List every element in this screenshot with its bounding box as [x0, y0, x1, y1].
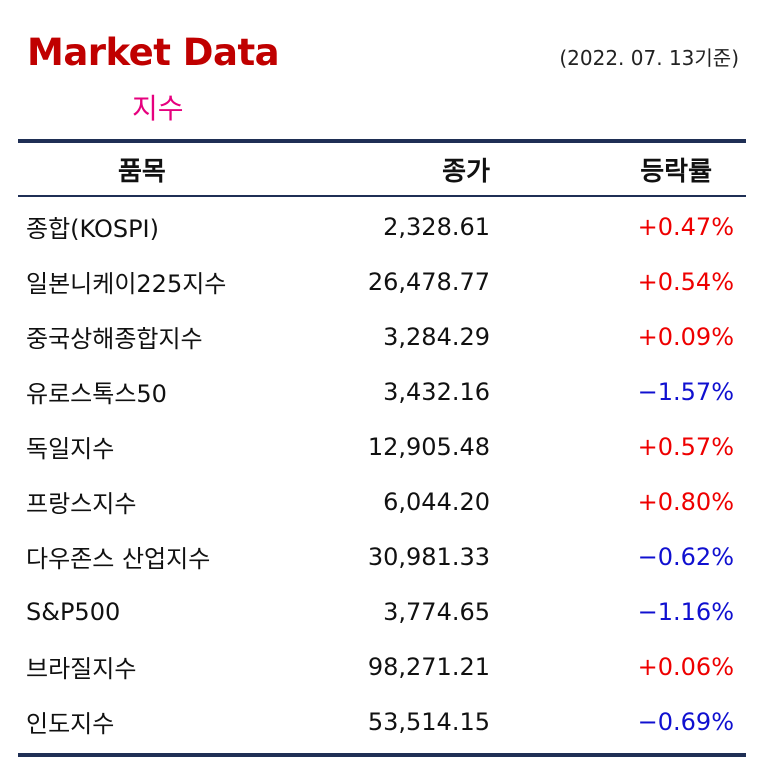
page-title: Market Data	[27, 31, 280, 74]
row-close: 26,478.77	[367, 267, 490, 296]
row-change: +0.09%	[637, 322, 734, 351]
column-header-item: 품목	[118, 156, 166, 187]
row-close: 98,271.21	[367, 652, 490, 681]
row-name: 인도지수	[26, 710, 115, 738]
table-row: 유로스톡스50 3,432.16 −1.57%	[18, 364, 746, 419]
row-name: 유로스톡스50	[26, 380, 167, 408]
row-change: −1.57%	[637, 377, 734, 406]
reference-date: (2022. 07. 13기준)	[559, 46, 739, 70]
row-name: 브라질지수	[26, 655, 137, 683]
row-close: 2,328.61	[383, 212, 490, 241]
market-data-table: 품목 종가 등락률 종합(KOSPI) 2,328.61 +0.47% 일본니케…	[18, 139, 746, 757]
row-close: 3,774.65	[383, 597, 490, 626]
row-change: −0.69%	[637, 707, 734, 736]
row-close: 6,044.20	[383, 487, 490, 516]
row-name: 프랑스지수	[26, 490, 137, 518]
row-name: 중국상해종합지수	[26, 325, 203, 353]
row-name: 다우존스 산업지수	[26, 545, 211, 573]
row-change: +0.80%	[637, 487, 734, 516]
row-change: +0.47%	[637, 212, 734, 241]
column-header-close: 종가	[442, 156, 490, 187]
row-close: 3,284.29	[383, 322, 490, 351]
row-name: 일본니케이225지수	[26, 270, 227, 298]
table-body: 종합(KOSPI) 2,328.61 +0.47% 일본니케이225지수 26,…	[18, 197, 746, 753]
section-subtitle: 지수	[132, 92, 184, 125]
table-row: 중국상해종합지수 3,284.29 +0.09%	[18, 309, 746, 364]
table-row: 인도지수 53,514.15 −0.69%	[18, 694, 746, 749]
table-header: 품목 종가 등락률	[18, 143, 746, 197]
row-close: 30,981.33	[367, 542, 490, 571]
row-change: +0.57%	[637, 432, 734, 461]
table-row: S&P500 3,774.65 −1.16%	[18, 584, 746, 639]
row-close: 12,905.48	[367, 432, 490, 461]
table-row: 브라질지수 98,271.21 +0.06%	[18, 639, 746, 694]
row-close: 3,432.16	[383, 377, 490, 406]
row-change: +0.06%	[637, 652, 734, 681]
table-row: 독일지수 12,905.48 +0.57%	[18, 419, 746, 474]
table-row: 종합(KOSPI) 2,328.61 +0.47%	[18, 199, 746, 254]
row-close: 53,514.15	[367, 707, 490, 736]
table-row: 프랑스지수 6,044.20 +0.80%	[18, 474, 746, 529]
row-change: −0.62%	[637, 542, 734, 571]
row-name: 종합(KOSPI)	[26, 215, 159, 243]
row-change: −1.16%	[637, 597, 734, 626]
table-row: 일본니케이225지수 26,478.77 +0.54%	[18, 254, 746, 309]
table-row: 다우존스 산업지수 30,981.33 −0.62%	[18, 529, 746, 584]
column-header-change: 등락률	[640, 156, 712, 187]
row-name: 독일지수	[26, 435, 115, 463]
row-name: S&P500	[26, 597, 121, 626]
row-change: +0.54%	[637, 267, 734, 296]
